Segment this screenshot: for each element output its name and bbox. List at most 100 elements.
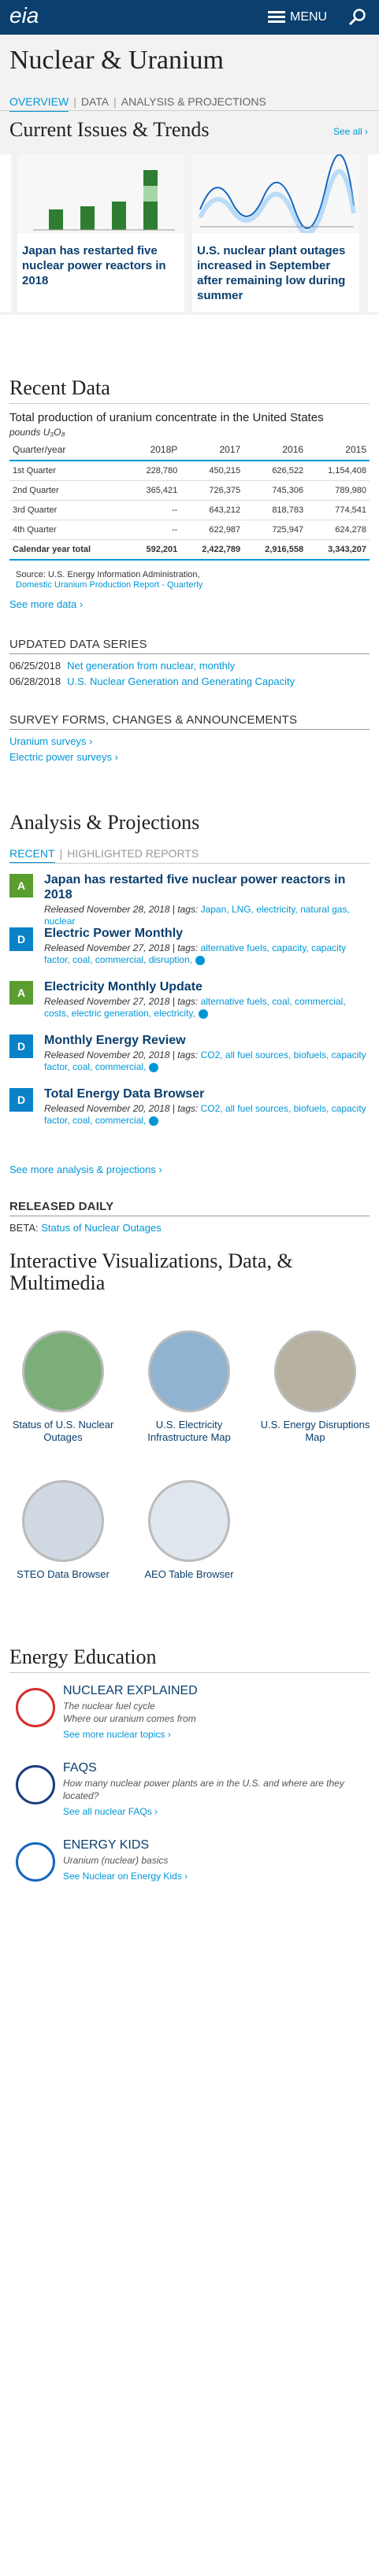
daily-link[interactable]: Status of Nuclear Outages: [41, 1222, 162, 1234]
table-cell: 626,522: [243, 461, 307, 481]
table-cell: 622,987: [180, 520, 244, 540]
table-cell: 2nd Quarter: [9, 480, 128, 501]
tab[interactable]: ANALYSIS & PROJECTIONS: [121, 95, 266, 108]
analysis-title[interactable]: Japan has restarted five nuclear power r…: [44, 873, 346, 901]
card-title[interactable]: Japan has restarted five nuclear power r…: [22, 244, 166, 287]
education-link[interactable]: See Nuclear on Energy Kids ›: [63, 1871, 188, 1882]
viz-thumbnail[interactable]: [148, 1331, 230, 1412]
analysis-meta: Released November 27, 2018 | tags: alter…: [44, 996, 370, 1020]
expand-icon[interactable]: [149, 1062, 159, 1072]
see-more-link[interactable]: See more data ›: [9, 598, 84, 610]
daily-prefix: BETA:: [9, 1222, 39, 1234]
card[interactable]: U.S. nuclear plant outages increased in …: [192, 154, 359, 312]
subsection-title: UPDATED DATA SERIES: [9, 638, 147, 651]
updated-item: 06/28/2018 U.S. Nuclear Generation and Ge…: [9, 674, 295, 690]
tab[interactable]: RECENT: [9, 847, 55, 864]
table-cell: 818,783: [243, 500, 307, 520]
updated-item: 06/25/2018 Net generation from nuclear, m…: [9, 658, 295, 674]
section-title: Interactive Visualizations, Data, & Mult…: [9, 1249, 293, 1294]
viz-label[interactable]: AEO Table Browser: [144, 1568, 234, 1580]
table-cell: --: [128, 520, 181, 540]
education-icon: [16, 1688, 55, 1727]
header-bar: eia MENU: [0, 0, 379, 35]
card[interactable]: Japan has restarted five nuclear power r…: [17, 154, 184, 312]
analysis-date: Released November 27, 2018 | tags:: [44, 942, 199, 953]
tabs: OVERVIEW | DATA | ANALYSIS & PROJECTIONS: [9, 95, 266, 112]
table-cell: 643,212: [180, 500, 244, 520]
table-header-row: Quarter/year 2018P 2017 2016 2015: [9, 439, 370, 461]
viz-label[interactable]: STEO Data Browser: [17, 1568, 110, 1580]
tab-separator: |: [73, 95, 76, 108]
menu-icon[interactable]: [268, 11, 285, 24]
menu-label[interactable]: MENU: [290, 10, 328, 24]
divider: [0, 110, 379, 111]
table-cell: 450,215: [180, 461, 244, 481]
table-wrap: Quarter/year 2018P 2017 2016 2015 1st Quarter…: [9, 439, 370, 561]
daily-item: BETA: Status of Nuclear Outages: [9, 1222, 162, 1234]
expand-icon[interactable]: [149, 1116, 159, 1126]
table-cell: 789,980: [307, 480, 370, 501]
education-text: NUCLEAR EXPLAINED The nuclear fuel cycle W…: [63, 1685, 362, 1741]
analysis-title[interactable]: Total Energy Data Browser: [44, 1087, 205, 1101]
viz-thumbnail[interactable]: [22, 1331, 104, 1412]
table-cell: 3rd Quarter: [9, 500, 128, 520]
see-all-link[interactable]: See all ›: [333, 126, 368, 137]
viz-label[interactable]: U.S. Energy Disruptions Map: [260, 1419, 370, 1443]
table-cell: 624,278: [307, 520, 370, 540]
survey-link[interactable]: Uranium surveys ›: [9, 735, 93, 747]
source-link[interactable]: Domestic Uranium Production Report - Qua…: [16, 580, 203, 590]
table-unit: pounds U₃O₈: [9, 427, 65, 438]
tab[interactable]: DATA: [80, 95, 110, 108]
table-header-cell: 2016: [243, 439, 307, 461]
analysis-item: D Monthly Energy Review Released November …: [9, 1033, 370, 1086]
education-title: FAQS: [63, 1761, 97, 1775]
table-cell: 592,201: [128, 539, 181, 561]
viz-thumbnail[interactable]: [148, 1480, 230, 1562]
analysis-item: D Electric Power Monthly Released November…: [9, 926, 370, 979]
divider: [9, 1672, 370, 1673]
tab[interactable]: OVERVIEW: [9, 95, 69, 112]
viz-label[interactable]: U.S. Electricity Infrastructure Map: [147, 1419, 231, 1443]
analysis-icon: A: [9, 874, 33, 898]
viz-thumbnail[interactable]: [274, 1331, 356, 1412]
logo[interactable]: eia: [9, 3, 39, 28]
analysis-title[interactable]: Electricity Monthly Update: [44, 980, 203, 994]
table-row: 4th Quarter -- 622,987 725,947 624,278: [9, 520, 370, 540]
viz-label[interactable]: Status of U.S. Nuclear Outages: [12, 1419, 114, 1443]
section-title: Recent Data: [9, 376, 110, 399]
viz-thumbnail[interactable]: [22, 1480, 104, 1562]
education-link[interactable]: See all nuclear FAQs ›: [63, 1806, 158, 1817]
expand-icon[interactable]: [195, 955, 206, 965]
analysis-tags[interactable]: CO2, all fuel sources, biofuels, capacit…: [44, 1103, 366, 1126]
analysis-item: A Electricity Monthly Update Released Nove…: [9, 979, 370, 1033]
table-cell: 1,154,408: [307, 461, 370, 481]
card-title[interactable]: U.S. nuclear plant outages increased in …: [197, 244, 346, 302]
analysis-tags[interactable]: Japan, LNG, electricity, natural gas, nu…: [44, 904, 350, 927]
table-cell: Calendar year total: [9, 539, 128, 561]
tab[interactable]: HIGHLIGHTED REPORTS: [67, 847, 199, 860]
table-cell: 3,343,207: [307, 539, 370, 561]
updated-link[interactable]: U.S. Nuclear Generation and Generating C…: [67, 675, 295, 687]
updated-link[interactable]: Net generation from nuclear, monthly: [67, 660, 236, 672]
tab-separator: |: [59, 847, 63, 860]
page-title: Nuclear & Uranium: [9, 46, 224, 75]
analysis-tags[interactable]: alternative fuels, coal, commercial, cos…: [44, 996, 346, 1019]
updated-date: 06/25/2018: [9, 660, 61, 672]
analysis-item: D Total Energy Data Browser Released Novem…: [9, 1086, 370, 1140]
search-icon[interactable]: [348, 8, 367, 27]
analysis-tabs: RECENT | HIGHLIGHTED REPORTS: [9, 847, 199, 864]
education-text: FAQS How many nuclear power plants are in…: [63, 1762, 362, 1818]
table-header-cell: 2018P: [128, 439, 181, 461]
analysis-tags[interactable]: CO2, all fuel sources, biofuels, capacit…: [44, 1049, 366, 1072]
education-link[interactable]: See more nuclear topics ›: [63, 1729, 171, 1740]
see-more-link[interactable]: See more analysis & projections ›: [9, 1164, 162, 1175]
analysis-meta: Released November 28, 2018 | tags: Japan…: [44, 904, 370, 927]
analysis-list: A Japan has restarted five nuclear power …: [9, 872, 370, 1140]
survey-link[interactable]: Electric power surveys ›: [9, 751, 118, 763]
expand-icon[interactable]: [198, 1009, 208, 1019]
analysis-tags[interactable]: alternative fuels, capacity, capacity fa…: [44, 942, 347, 965]
analysis-title[interactable]: Electric Power Monthly: [44, 927, 184, 940]
analysis-title[interactable]: Monthly Energy Review: [44, 1034, 186, 1047]
table-row: Calendar year total 592,201 2,422,789 2,916…: [9, 539, 370, 561]
